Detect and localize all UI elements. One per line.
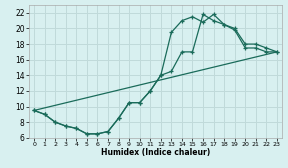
X-axis label: Humidex (Indice chaleur): Humidex (Indice chaleur) — [101, 148, 210, 157]
